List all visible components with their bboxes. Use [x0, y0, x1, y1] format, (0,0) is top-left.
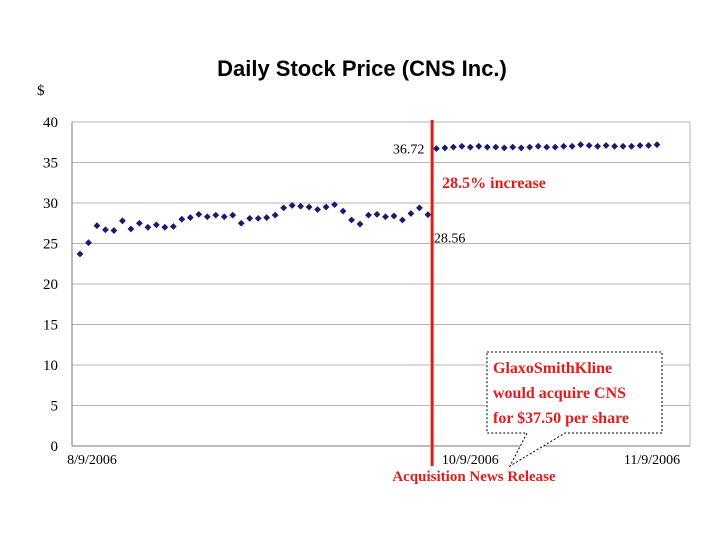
data-point: [577, 141, 585, 149]
callout-line: for $37.50 per share: [493, 410, 629, 427]
data-point: [229, 211, 237, 219]
callout-line: GlaxoSmithKline: [493, 360, 612, 377]
data-point: [526, 143, 534, 151]
data-point: [127, 225, 135, 233]
data-point: [246, 214, 254, 222]
callout-box: GlaxoSmithKline would acquire CNS for $3…: [486, 351, 663, 468]
data-point: [339, 207, 347, 215]
y-tick-label: 5: [51, 399, 59, 415]
y-tick-label: 20: [43, 277, 58, 293]
data-point: [500, 144, 508, 152]
data-point: [288, 202, 296, 209]
chart-title: Daily Stock Price (CNS Inc.): [217, 56, 507, 81]
y-axis-label: $: [37, 83, 45, 99]
x-axis-ticks: 8/9/2006 10/9/2006 11/9/2006: [67, 453, 680, 468]
data-point: [220, 213, 228, 221]
data-point: [297, 202, 305, 210]
gridlines: [71, 121, 691, 447]
data-point: [178, 215, 186, 223]
data-point: [119, 217, 126, 225]
data-point: [560, 142, 568, 150]
data-point: [653, 141, 661, 149]
x-tick-label: 10/9/2006: [442, 453, 499, 468]
data-point: [212, 211, 220, 219]
callout-shape: [486, 351, 663, 468]
data-point: [611, 142, 618, 150]
before-price-label: 28.56: [434, 232, 466, 247]
data-series: [76, 141, 661, 258]
data-point: [568, 142, 576, 150]
y-axis-ticks: 0 5 10 15 20 25 30 35 40: [43, 115, 58, 455]
data-point: [373, 210, 381, 218]
data-point: [509, 143, 517, 151]
data-point: [144, 223, 152, 231]
data-point: [254, 214, 262, 222]
data-point: [619, 142, 627, 150]
data-point: [195, 210, 203, 218]
event-label: Acquisition News Release: [392, 469, 556, 485]
data-point: [407, 210, 415, 217]
data-point: [390, 212, 398, 220]
data-point: [483, 143, 491, 151]
y-tick-label: 25: [43, 237, 58, 253]
data-point: [314, 206, 321, 213]
data-point: [475, 142, 483, 150]
increase-label: 28.5% increase: [442, 175, 546, 192]
data-point: [602, 142, 610, 149]
y-tick-label: 30: [43, 196, 58, 212]
annotations: 36.72 28.56 28.5% increase Acquisition N…: [392, 120, 663, 485]
data-point: [551, 143, 559, 151]
data-point: [441, 144, 449, 152]
y-tick-label: 10: [43, 358, 58, 374]
after-price-label: 36.72: [393, 143, 425, 158]
data-point: [110, 227, 118, 234]
data-point: [348, 216, 355, 224]
data-point: [263, 214, 271, 221]
data-point: [399, 216, 406, 224]
data-point: [594, 142, 602, 150]
x-tick-label: 11/9/2006: [624, 453, 680, 468]
y-tick-label: 15: [43, 318, 58, 334]
x-tick-label: 8/9/2006: [67, 453, 117, 468]
data-point: [424, 211, 432, 219]
data-point: [322, 203, 330, 211]
data-point: [534, 142, 542, 150]
data-point: [517, 144, 525, 152]
y-tick-label: 35: [43, 156, 58, 172]
data-point: [628, 142, 635, 150]
data-point: [458, 142, 466, 150]
data-point: [585, 142, 593, 149]
data-point: [203, 213, 211, 221]
data-point: [416, 204, 423, 212]
data-point: [237, 219, 245, 227]
data-point: [432, 145, 440, 152]
data-point: [135, 219, 143, 227]
data-point: [102, 226, 109, 234]
data-point: [331, 201, 338, 209]
data-point: [382, 213, 389, 221]
y-tick-label: 0: [51, 439, 59, 455]
data-point: [365, 211, 372, 219]
data-point: [645, 142, 652, 149]
data-point: [93, 222, 101, 230]
y-tick-label: 40: [43, 115, 58, 131]
data-point: [169, 223, 177, 230]
data-point: [85, 239, 92, 247]
data-point: [466, 143, 474, 151]
data-point: [449, 143, 457, 151]
data-point: [356, 220, 364, 228]
data-point: [152, 221, 160, 229]
data-point: [271, 211, 279, 219]
data-point: [280, 204, 288, 212]
data-point: [161, 223, 169, 231]
data-point: [636, 142, 644, 149]
data-point: [305, 203, 313, 211]
data-point: [492, 143, 500, 151]
data-point: [186, 214, 194, 221]
data-point: [76, 250, 84, 258]
data-point: [543, 143, 551, 151]
callout-line: would acquire CNS: [493, 385, 626, 402]
